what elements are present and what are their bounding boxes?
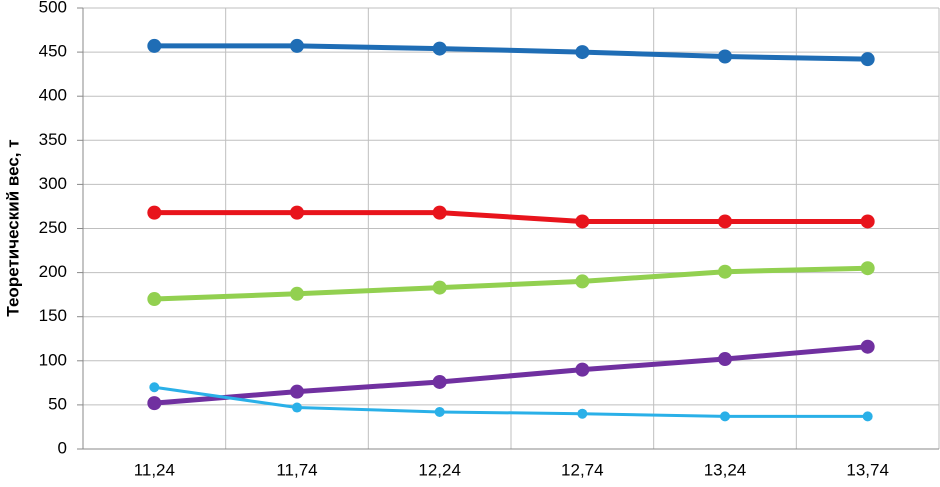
data-point: [292, 402, 302, 413]
y-tick-label: 250: [39, 218, 67, 237]
series-line: [154, 344, 868, 406]
data-point: [432, 205, 447, 220]
data-point: [434, 406, 445, 417]
y-axis-title: Теоретический вес, т: [3, 139, 22, 316]
data-point: [718, 49, 732, 64]
x-tick-label: 11,74: [276, 460, 317, 479]
data-point: [718, 352, 732, 367]
data-point: [718, 214, 732, 229]
data-point: [432, 41, 447, 56]
x-tick-label: 13,74: [846, 460, 889, 479]
x-tick-label: 13,24: [704, 460, 747, 479]
data-point: [860, 214, 875, 229]
y-tick-label: 450: [39, 42, 67, 61]
data-point: [575, 214, 590, 229]
series-line: [154, 43, 868, 62]
data-point: [432, 374, 447, 389]
data-point: [290, 205, 304, 220]
x-tick-label: 12,74: [561, 460, 604, 479]
series-line: [154, 385, 868, 418]
series-line: [154, 265, 868, 302]
data-point: [147, 38, 162, 53]
data-point: [290, 384, 304, 399]
y-tick-label: 100: [39, 350, 67, 369]
data-point: [862, 411, 873, 422]
y-tick-label: 50: [48, 394, 67, 413]
series-line: [154, 210, 868, 224]
y-tick-label: 350: [39, 130, 67, 149]
x-tick-label: 11,24: [134, 460, 175, 479]
x-tick-label: 12,24: [418, 460, 461, 479]
data-point: [577, 408, 588, 419]
data-point: [718, 264, 732, 279]
y-tick-label: 300: [39, 174, 67, 193]
data-point: [147, 292, 162, 307]
data-point: [860, 261, 875, 276]
y-tick-label: 500: [39, 0, 67, 16]
data-point: [860, 339, 875, 354]
data-point: [575, 45, 590, 60]
y-tick-label: 0: [58, 438, 67, 457]
data-point: [290, 286, 304, 301]
data-point: [860, 52, 875, 67]
data-point: [432, 280, 447, 295]
data-point: [290, 38, 304, 53]
y-tick-label: 400: [39, 86, 67, 105]
y-tick-label: 150: [39, 306, 67, 325]
data-point: [720, 411, 730, 422]
data-point: [149, 382, 160, 393]
data-point: [575, 274, 590, 289]
data-point: [147, 205, 162, 220]
data-point: [147, 396, 162, 411]
data-point: [575, 362, 590, 377]
y-tick-label: 200: [39, 262, 67, 281]
